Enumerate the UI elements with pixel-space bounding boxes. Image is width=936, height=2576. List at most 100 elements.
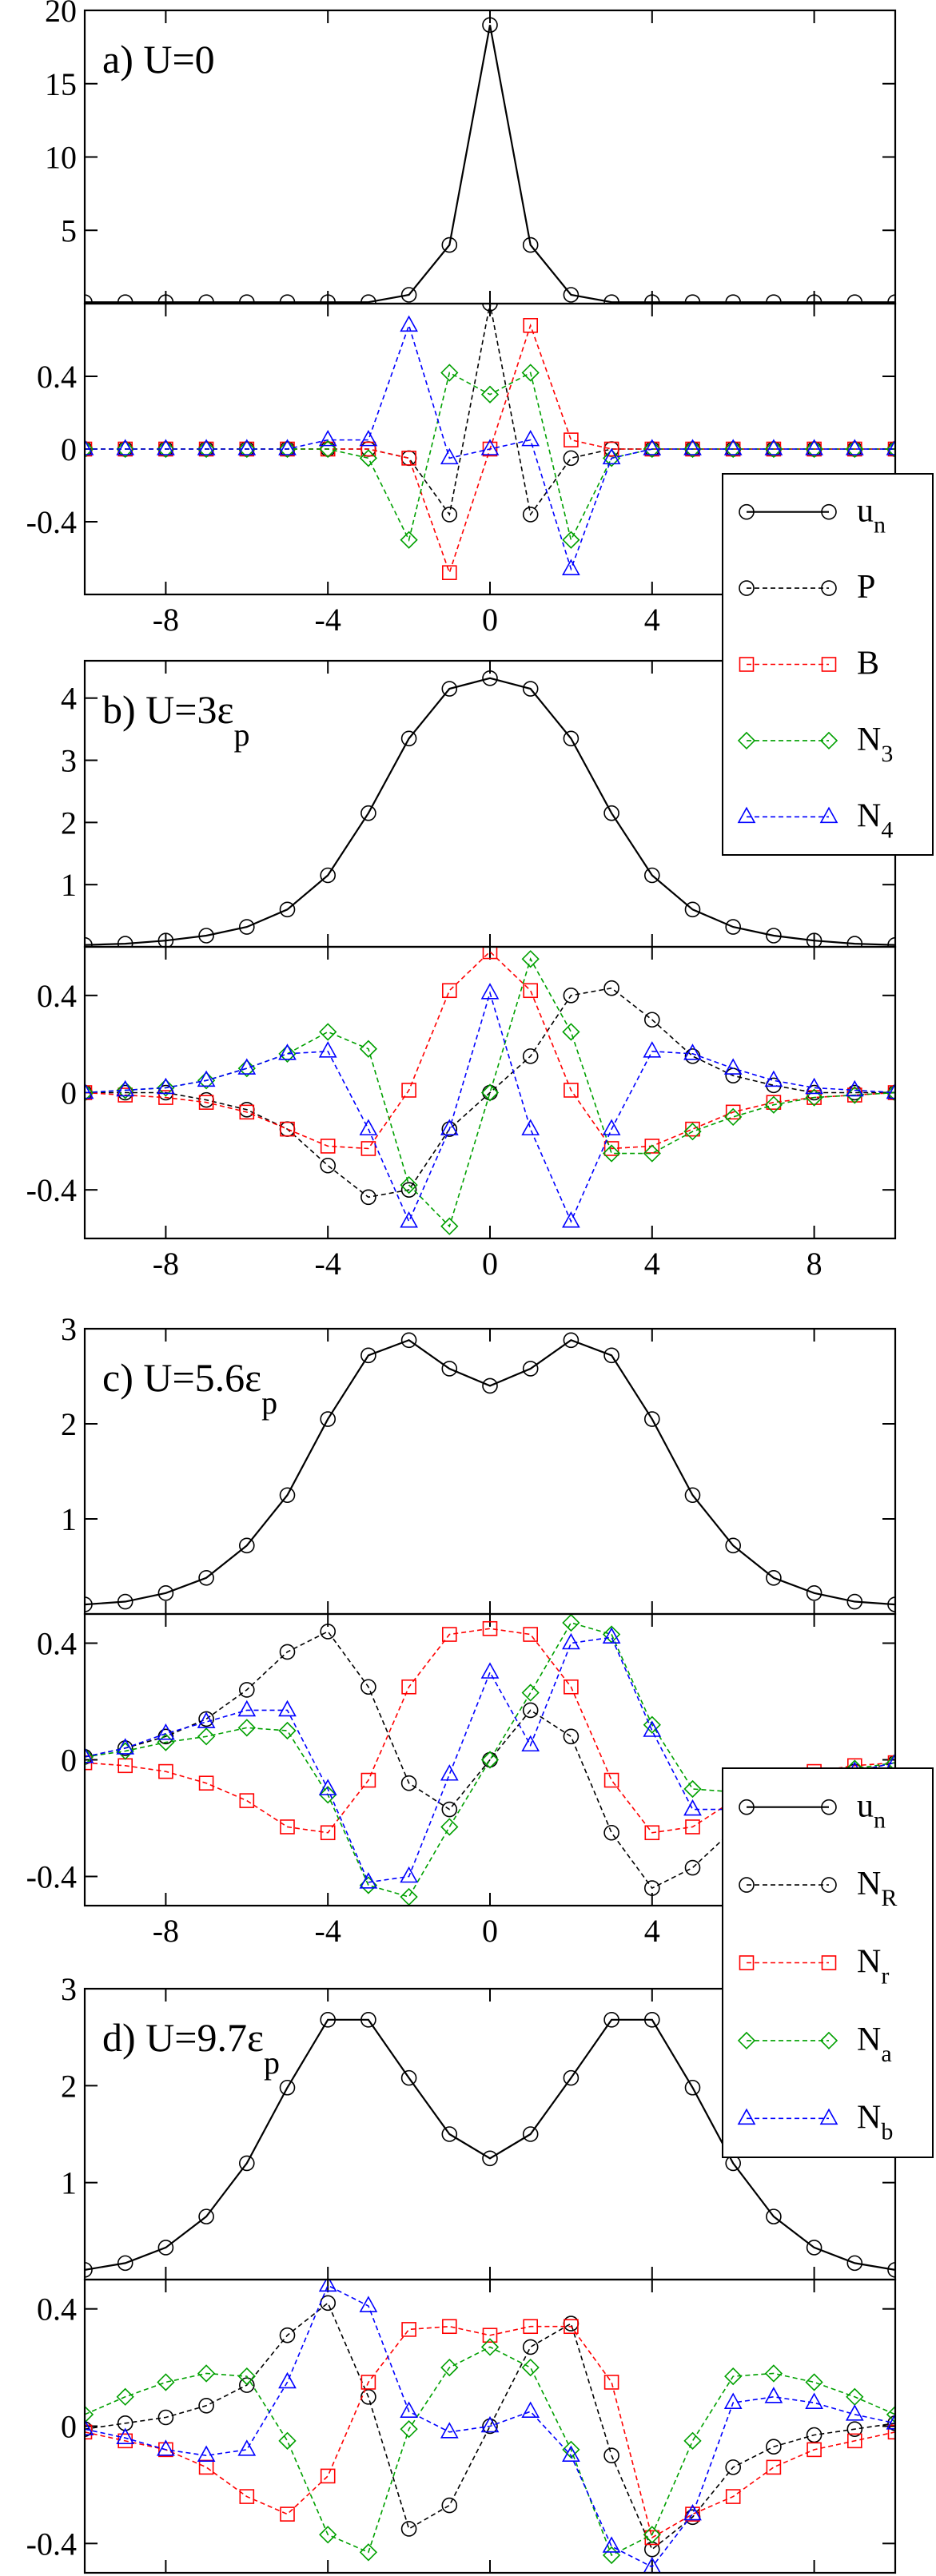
data-point-un bbox=[684, 2079, 701, 2096]
data-point-Na bbox=[237, 1719, 256, 1737]
data-point-P bbox=[522, 507, 539, 523]
x-tick-label: -4 bbox=[315, 602, 341, 638]
data-point-NR bbox=[806, 2427, 822, 2443]
data-point-un bbox=[441, 237, 458, 253]
legend2-marker-Nb bbox=[737, 2108, 756, 2125]
series-line-N4 bbox=[85, 990, 895, 1223]
data-point-Nb bbox=[116, 2427, 135, 2444]
data-point-N4 bbox=[602, 1119, 621, 1135]
data-point-NR bbox=[320, 2295, 337, 2312]
y-tick-label: 2 bbox=[61, 2068, 77, 2104]
data-point-N3 bbox=[85, 439, 94, 459]
data-point-N3 bbox=[724, 1107, 743, 1127]
legend1-label-P: P bbox=[857, 569, 875, 606]
data-point-un bbox=[400, 287, 417, 303]
data-point-N3 bbox=[480, 385, 500, 403]
data-point-N4 bbox=[197, 1070, 216, 1087]
x-tick-label: -8 bbox=[153, 602, 179, 638]
data-point-NR bbox=[198, 1711, 214, 1727]
data-point-un bbox=[320, 2012, 337, 2028]
data-point-Nr bbox=[401, 2322, 416, 2337]
legend1-marker-P bbox=[739, 580, 755, 596]
data-point-P bbox=[563, 450, 580, 467]
data-point-un bbox=[846, 936, 863, 947]
data-point-Nr bbox=[280, 1819, 295, 1835]
data-point-Nr bbox=[523, 1627, 539, 1642]
y-tick-label: 0 bbox=[61, 431, 77, 467]
legend2-marker-un bbox=[821, 1799, 837, 1815]
legend1-marker-B bbox=[821, 657, 837, 672]
data-point-Nb bbox=[237, 1699, 257, 1717]
data-point-N3 bbox=[359, 449, 378, 467]
data-point-Nr bbox=[198, 2459, 214, 2475]
data-point-un bbox=[279, 2079, 296, 2096]
data-point-NR bbox=[643, 1880, 660, 1896]
data-point-NR bbox=[400, 1775, 417, 1791]
data-point-B bbox=[360, 1141, 376, 1156]
data-point-Nr bbox=[360, 1772, 376, 1788]
data-point-un bbox=[198, 2208, 214, 2224]
data-point-Nr bbox=[603, 2375, 619, 2390]
data-point-un bbox=[806, 2240, 822, 2256]
y-tick-label: 2 bbox=[61, 805, 77, 841]
data-point-un bbox=[279, 294, 296, 304]
data-point-P bbox=[360, 1189, 376, 1206]
data-point-N4 bbox=[359, 429, 378, 447]
legend1-label-base: u bbox=[857, 493, 874, 530]
data-point-NR bbox=[563, 1728, 580, 1745]
data-point-NR bbox=[117, 2415, 133, 2431]
data-point-Nr bbox=[401, 1679, 416, 1695]
y-tick-label: 4 bbox=[61, 681, 77, 717]
panel-0: 5 10 15 20 a) U=0 bbox=[45, 0, 897, 305]
panel-label-main: d) U=9.7ε bbox=[102, 2015, 264, 2060]
data-point-N3 bbox=[480, 1083, 500, 1102]
data-point-Nb bbox=[521, 1735, 540, 1752]
data-point-Na bbox=[440, 1818, 459, 1836]
data-point-Nb bbox=[440, 2422, 459, 2439]
y-tick-label: 0.4 bbox=[37, 359, 77, 395]
data-point-un bbox=[522, 681, 539, 697]
data-point-NR bbox=[279, 2327, 296, 2343]
data-point-un bbox=[766, 2208, 782, 2224]
series-line-N3 bbox=[85, 372, 895, 543]
data-point-Na bbox=[886, 1754, 895, 1772]
panel-label-subscript: p bbox=[233, 717, 249, 753]
data-point-B bbox=[523, 983, 539, 999]
y-tick-label: -0.4 bbox=[26, 1859, 77, 1895]
legend2-marker-NR bbox=[739, 1877, 755, 1893]
data-point-Nr bbox=[360, 2375, 376, 2390]
data-point-B bbox=[198, 1095, 214, 1110]
data-point-un bbox=[684, 1487, 701, 1504]
data-point-NR bbox=[766, 2439, 782, 2455]
data-point-un bbox=[482, 17, 498, 34]
series-B bbox=[85, 947, 895, 1156]
y-tick-label: 3 bbox=[61, 1311, 77, 1347]
data-point-N4 bbox=[116, 1079, 135, 1097]
data-point-N3 bbox=[440, 1217, 459, 1235]
data-point-Nb bbox=[359, 1872, 378, 1889]
data-point-NR bbox=[238, 1682, 255, 1698]
legend1-marker-N3 bbox=[819, 731, 838, 750]
data-point-Nr bbox=[685, 2506, 700, 2522]
data-point-B bbox=[117, 1087, 133, 1103]
data-point-Nb bbox=[359, 2296, 378, 2312]
data-point-N3 bbox=[805, 439, 823, 459]
x-tick-label: 8 bbox=[807, 1246, 822, 1282]
data-point-N4 bbox=[278, 1044, 297, 1060]
data-point-Nb bbox=[643, 1720, 662, 1737]
x-tick-label: -4 bbox=[315, 1246, 341, 1282]
data-point-B bbox=[766, 1095, 782, 1110]
legend2-label-base: N bbox=[857, 1944, 881, 1981]
data-point-un bbox=[643, 1411, 660, 1427]
panel-label: b) U=3εp bbox=[102, 687, 249, 753]
data-point-un bbox=[238, 1537, 255, 1554]
data-point-NR bbox=[563, 2316, 580, 2332]
legend1-label-base: B bbox=[857, 646, 879, 682]
plot-frame bbox=[83, 945, 897, 1240]
data-point-N3 bbox=[602, 1144, 621, 1163]
data-point-N3 bbox=[116, 439, 134, 459]
data-point-N3 bbox=[85, 1083, 94, 1102]
legend2-label-base: N bbox=[857, 2099, 881, 2136]
data-point-un bbox=[563, 287, 580, 303]
data-point-Nb bbox=[683, 1799, 702, 1816]
